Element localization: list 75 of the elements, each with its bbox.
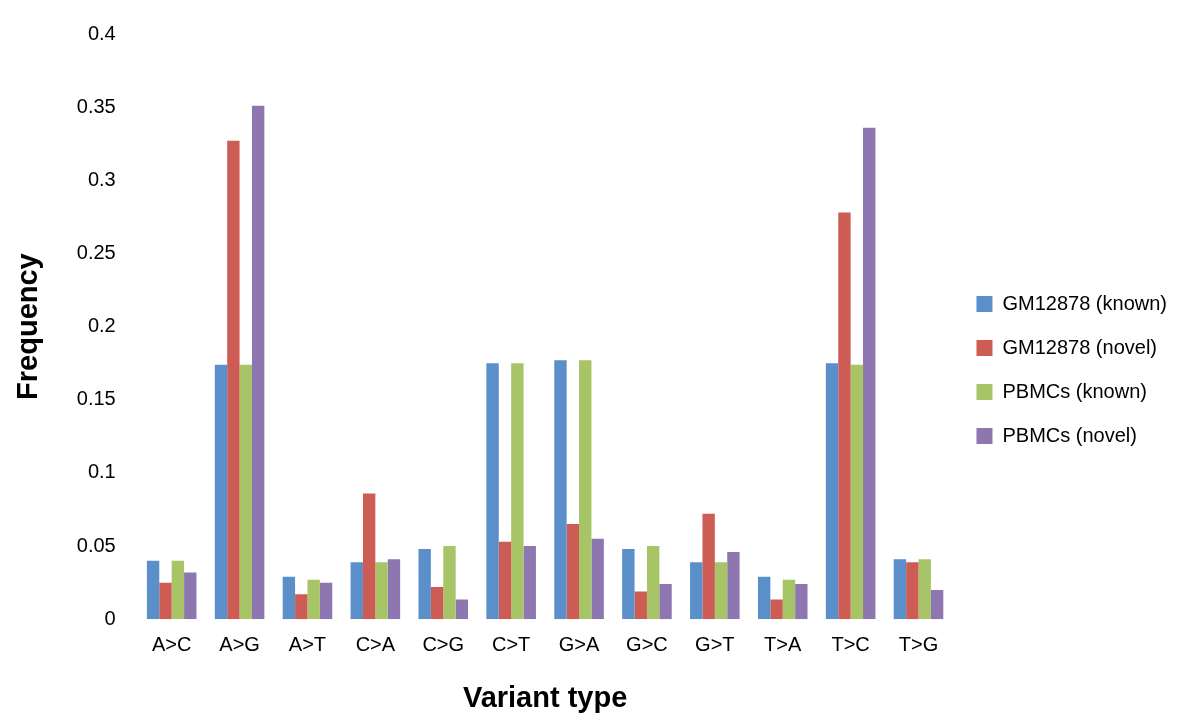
bar [362, 493, 376, 620]
bar [350, 562, 363, 620]
bar [850, 364, 864, 620]
bar [795, 584, 808, 620]
bar [159, 582, 172, 620]
bar [523, 546, 536, 620]
bar [455, 599, 469, 620]
bar [498, 541, 512, 620]
legend-label: GM12878 (known) [1002, 291, 1168, 314]
bar [659, 584, 672, 620]
bar [227, 140, 240, 620]
bar [443, 546, 456, 620]
bar [511, 363, 524, 620]
bar [838, 212, 851, 620]
y-tick-label: 0.35 [76, 94, 116, 117]
bar [171, 560, 185, 620]
bar [554, 360, 567, 620]
y-tick-label: 0.3 [87, 167, 116, 190]
bar [430, 587, 444, 620]
bar [566, 524, 580, 620]
bar [622, 548, 635, 620]
y-tick-label: 0.1 [87, 460, 116, 483]
legend-label: PBMCs (novel) [1002, 423, 1137, 446]
legend-label: PBMCs (known) [1002, 379, 1147, 402]
x-tick-label: A>C [151, 632, 192, 655]
y-axis-title: Frequency [11, 253, 44, 400]
bar [146, 560, 160, 620]
x-tick-label: G>A [558, 632, 600, 655]
x-tick-label: T>C [831, 632, 870, 655]
bar [375, 562, 388, 620]
bar [918, 559, 931, 620]
x-tick-label: G>C [626, 632, 668, 655]
bar [782, 579, 796, 620]
bar [863, 127, 876, 620]
bar [282, 576, 296, 620]
bar [214, 364, 228, 620]
bar [486, 363, 499, 620]
bar [714, 562, 728, 620]
x-axis-title: Variant type [462, 680, 628, 713]
x-tick-label: A>T [288, 632, 327, 655]
y-tick-label: 0.25 [76, 240, 116, 263]
y-tick-label: 0.15 [76, 387, 116, 410]
bar [930, 589, 944, 620]
bar [307, 579, 320, 620]
bar [727, 551, 740, 620]
bar [239, 364, 252, 620]
bar [770, 599, 783, 620]
bar [646, 546, 660, 620]
bar [825, 363, 839, 620]
x-tick-label: C>G [422, 632, 465, 655]
bar [893, 559, 907, 620]
x-tick-label: C>T [491, 632, 531, 655]
bar [906, 562, 919, 620]
bar [591, 538, 604, 620]
bar [702, 513, 715, 620]
y-tick-label: 0 [104, 606, 116, 629]
x-tick-label: A>G [219, 632, 260, 655]
bar [387, 559, 401, 620]
bar [184, 572, 197, 620]
x-tick-label: T>G [898, 632, 939, 655]
bar [295, 594, 308, 620]
bar [757, 576, 771, 620]
y-tick-label: 0.2 [87, 314, 116, 337]
y-tick-label: 0.4 [87, 21, 116, 44]
x-tick-label: T>A [764, 632, 803, 655]
y-tick-label: 0.05 [76, 533, 116, 556]
x-tick-label: G>T [695, 632, 735, 655]
bar [634, 591, 647, 620]
bar [579, 360, 592, 620]
bar [690, 562, 703, 620]
bar [418, 548, 431, 620]
x-tick-label: C>A [355, 632, 396, 655]
bar [319, 582, 333, 620]
bar [251, 105, 265, 620]
legend-label: GM12878 (novel) [1002, 335, 1158, 358]
